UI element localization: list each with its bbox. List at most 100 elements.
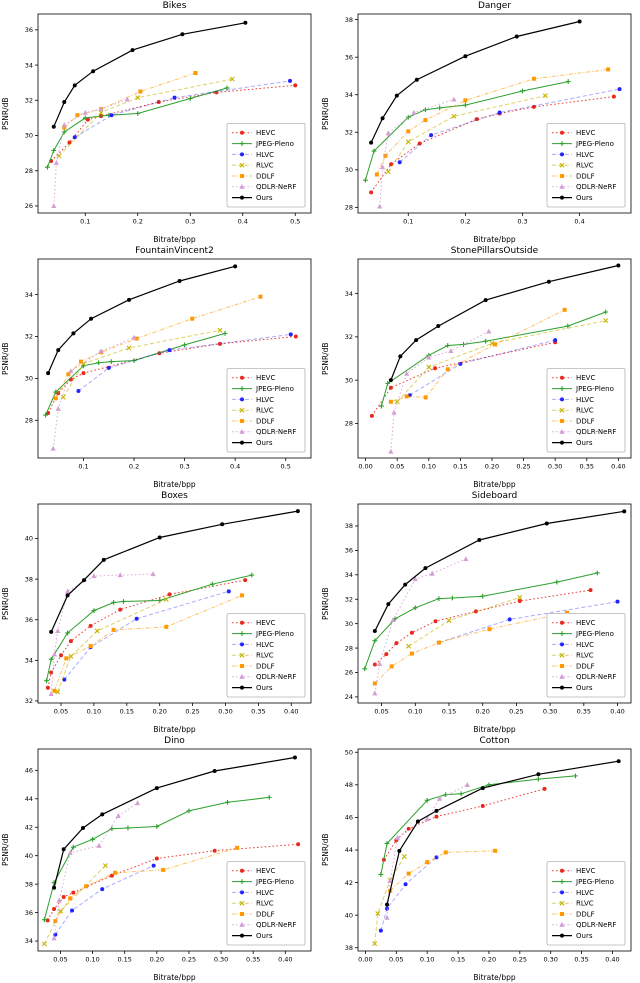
- series-marker-Ours: [414, 77, 419, 82]
- series-marker-DDLF: [53, 919, 58, 924]
- plot-border: [357, 503, 632, 704]
- legend-box: [546, 861, 626, 946]
- series-marker-HEVC: [417, 141, 422, 146]
- series-marker-Ours: [154, 786, 159, 791]
- plot-border: [37, 748, 312, 952]
- series-marker-JPEG-Pleno: [449, 595, 455, 601]
- series-marker-DDLF: [409, 651, 414, 656]
- series-line-RLVC: [62, 329, 221, 398]
- y-tick-label: 32: [345, 128, 353, 136]
- y-tick-label: 28: [25, 416, 33, 424]
- x-tick-label: 0.40: [610, 708, 624, 716]
- legend-label: HEVC: [256, 619, 275, 627]
- x-tick-label: 0.10: [85, 956, 99, 964]
- series-marker-HLVC: [385, 906, 390, 911]
- series-marker-DDLF: [445, 367, 450, 372]
- axes: 0.00 0.05 0.10 0.15 0.20 0.25 0.30 0.35 0.40 38 40…: [345, 748, 632, 964]
- y-tick-label: 34: [345, 290, 353, 298]
- legend-item-RLVC: RLVC: [552, 900, 594, 908]
- series-marker-DDLF: [111, 627, 116, 632]
- series-marker-JPEG-Pleno: [371, 148, 377, 154]
- legend-item-RLVC: RLVC: [552, 652, 594, 660]
- series-marker-HLVC: [100, 887, 105, 892]
- series-marker-JPEG-Pleno: [437, 105, 443, 111]
- series-marker-Ours: [157, 535, 162, 540]
- legend-label: QDLR-NeRF: [576, 673, 616, 681]
- axes: 0.1 0.2 0.3 0.4 0.5 28 30 32 34: [25, 258, 312, 471]
- legend-marker-sample: [239, 631, 245, 636]
- legend-marker-sample: [560, 642, 564, 647]
- legend-item-Ours: Ours: [552, 439, 593, 447]
- legend-label: HEVC: [576, 374, 595, 382]
- plot-border: [37, 258, 312, 459]
- series-marker-JPEG-Pleno: [44, 678, 49, 684]
- legend-label: DDLF: [256, 910, 275, 918]
- series-marker-RLVC: [406, 643, 412, 649]
- legend-marker-sample: [560, 685, 564, 690]
- legend-marker-sample: [240, 195, 244, 200]
- x-tick-label: 0.20: [475, 708, 489, 716]
- x-tick-label: 0.35: [580, 463, 594, 471]
- series-line-DDLF: [374, 612, 568, 684]
- legend-marker-sample: [239, 141, 245, 146]
- x-tick-label: 0.5: [281, 463, 291, 471]
- series-marker-QDLR-NeRF: [412, 576, 418, 582]
- legend-item-DDLF: DDLF: [232, 910, 275, 918]
- series-marker-QDLR-NeRF: [377, 203, 383, 209]
- series-marker-DDLF: [235, 845, 240, 850]
- y-tick-label: 32: [345, 333, 353, 341]
- series-marker-QDLR-NeRF: [426, 354, 432, 360]
- series-marker-DDLF: [193, 70, 198, 75]
- series-marker-HEVC: [45, 685, 50, 690]
- legend-item-HLVC: HLVC: [232, 889, 274, 897]
- plot-border: [37, 503, 312, 704]
- legend-item-JPEG-Pleno: JPEG-Pleno: [552, 630, 614, 638]
- chart-title-boxes: Boxes: [161, 491, 188, 501]
- series-marker-JPEG-Pleno: [362, 666, 368, 672]
- x-tick-label: 0.05: [374, 708, 388, 716]
- series-marker-HEVC: [156, 100, 161, 105]
- x-tick-label: 0.00: [358, 463, 372, 471]
- series-marker-JPEG-Pleno: [182, 342, 188, 348]
- series-line-RLVC: [58, 78, 233, 157]
- chart-bikes: 0.1 0.2 0.3 0.4 0.5 26 28 30 32 34 36 HEVC JPEG-Plen…: [0, 0, 320, 245]
- series-marker-JPEG-Pleno: [462, 102, 468, 108]
- legend-marker-sample: [240, 933, 244, 938]
- series-marker-RLVC: [229, 76, 235, 82]
- series-marker-JPEG-Pleno: [483, 338, 489, 344]
- series-marker-HEVC: [296, 842, 301, 847]
- series-marker-HLVC: [615, 599, 620, 604]
- series-marker-JPEG-Pleno: [603, 309, 609, 315]
- series-marker-DDLF: [406, 871, 411, 876]
- legend-label: HEVC: [576, 867, 595, 875]
- series-marker-HLVC: [76, 388, 81, 393]
- series-marker-JPEG-Pleno: [108, 359, 114, 365]
- series-marker-QDLR-NeRF: [55, 628, 61, 634]
- series-marker-HLVC: [151, 863, 156, 868]
- chart-danger: 0.1 0.2 0.3 0.4 28 30 32 34 36 38 HEVC JPEG-Pleno HL…: [320, 0, 640, 245]
- y-tick-label: 36: [345, 53, 353, 61]
- series-marker-Ours: [100, 812, 105, 817]
- legend-marker-sample: [559, 879, 565, 884]
- y-tick-label: 48: [345, 781, 353, 789]
- legend: HEVC JPEG-Pleno HLVC RLVC DDLF QDLR-NeRF Ours: [226, 368, 306, 453]
- series-marker-Ours: [233, 264, 238, 269]
- series-marker-JPEG-Pleno: [154, 824, 160, 829]
- series-line-QDLR-NeRF: [52, 337, 135, 449]
- series-marker-HEVC: [473, 609, 478, 614]
- legend-item-Ours: Ours: [552, 932, 593, 940]
- series-marker-QDLR-NeRF: [91, 573, 97, 579]
- legend-label: JPEG-Pleno: [575, 140, 614, 148]
- legend-marker-sample: [239, 674, 245, 679]
- legend-label: QDLR-NeRF: [576, 921, 616, 929]
- series-marker-QDLR-NeRF: [56, 897, 62, 903]
- x-axis-label: Bitrate/bpp: [153, 973, 196, 982]
- x-tick-label: 0.15: [120, 708, 134, 716]
- legend-label: RLVC: [576, 162, 594, 170]
- series-marker-HEVC: [388, 385, 393, 390]
- series-marker-QDLR-NeRF: [448, 348, 454, 354]
- series-marker-RLVC: [94, 628, 100, 634]
- series-marker-HEVC: [81, 371, 86, 376]
- series-marker-HLVC: [429, 133, 434, 138]
- series-marker-QDLR-NeRF: [451, 96, 457, 102]
